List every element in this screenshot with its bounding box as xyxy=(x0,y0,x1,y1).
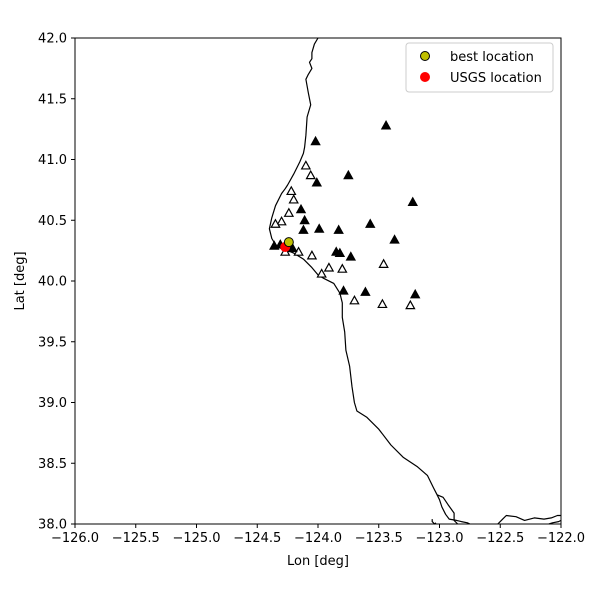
legend-marker-usgs-location xyxy=(421,73,430,82)
x-axis-label: Lon [deg] xyxy=(287,554,349,569)
y-tick-label: 38.5 xyxy=(38,457,67,472)
y-tick-label: 39.0 xyxy=(38,396,67,411)
x-tick-label: −123.0 xyxy=(415,531,463,546)
y-tick-label: 39.5 xyxy=(38,335,67,350)
legend: best location USGS location xyxy=(406,43,553,92)
y-tick-label: 41.0 xyxy=(38,153,67,168)
y-tick-label: 40.5 xyxy=(38,214,67,229)
x-tick-label: −126.0 xyxy=(51,531,99,546)
legend-label-usgs-location: USGS location xyxy=(450,71,542,86)
plot-area xyxy=(75,38,561,524)
x-tick-label: −124.5 xyxy=(233,531,281,546)
legend-label-best-location: best location xyxy=(450,50,534,65)
y-tick-label: 40.0 xyxy=(38,275,67,290)
y-axis-label: Lat [deg] xyxy=(13,251,28,310)
y-tick-label: 41.5 xyxy=(38,92,67,107)
x-tick-label: −125.5 xyxy=(112,531,160,546)
x-tick-label: −123.5 xyxy=(355,531,403,546)
y-tick-label: 38.0 xyxy=(38,518,67,533)
x-tick-label: −125.0 xyxy=(172,531,220,546)
x-tick-label: −124.0 xyxy=(294,531,342,546)
legend-marker-best-location xyxy=(421,52,430,61)
best-location-marker xyxy=(284,238,293,247)
x-tick-label: −122.0 xyxy=(537,531,585,546)
x-tick-label: −122.5 xyxy=(476,531,524,546)
axes-background xyxy=(75,38,561,524)
y-tick-label: 42.0 xyxy=(38,32,67,47)
